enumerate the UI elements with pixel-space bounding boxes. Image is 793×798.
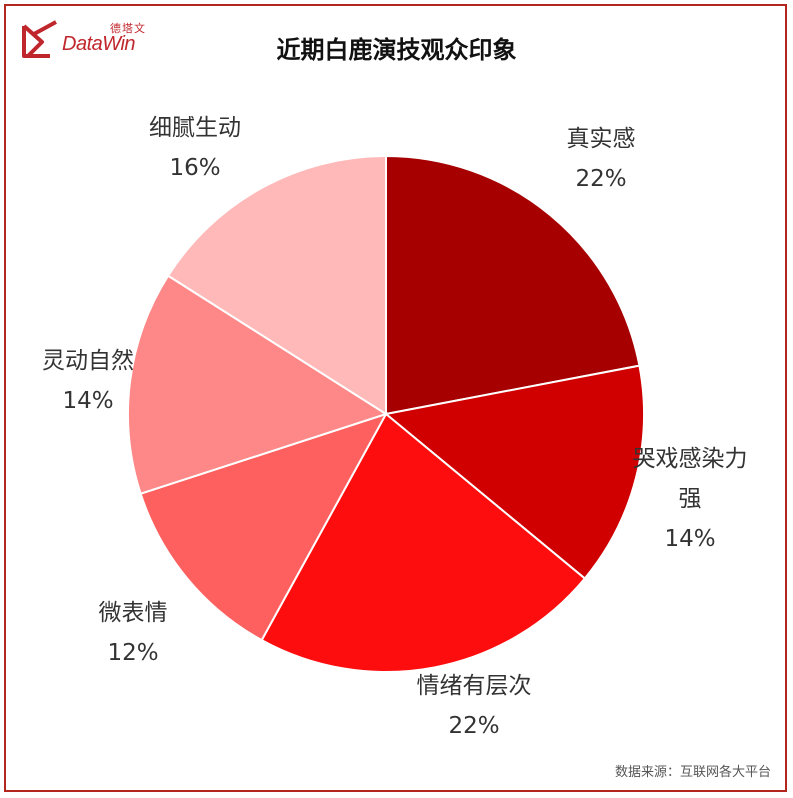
slice-label: 哭戏感染力强 14% <box>633 446 748 552</box>
pie-slice <box>139 412 389 642</box>
datawin-logo-icon <box>22 20 57 58</box>
pie-slice <box>385 154 641 416</box>
pie-slice <box>260 412 587 673</box>
slice-label: 情绪有层次 22% <box>417 673 532 739</box>
logo-text-en: DataWin <box>62 33 136 55</box>
slice-label: 细腻生动 16% <box>149 115 241 181</box>
chart-title: 近期白鹿演技观众印象 <box>276 36 517 64</box>
datawin-logo: 德塔文 DataWin <box>20 20 150 62</box>
slice-label: 真实感 22% <box>567 126 636 192</box>
slice-label: 微表情 12% <box>99 600 168 666</box>
pie-slice <box>127 274 389 495</box>
pie-slice <box>166 154 387 416</box>
logo-text-cn: 德塔文 <box>110 22 146 35</box>
slice-label: 灵动自然 14% <box>42 348 134 414</box>
source-note: 数据来源：互联网各大平台 <box>614 765 771 780</box>
pie-slice <box>383 364 645 580</box>
